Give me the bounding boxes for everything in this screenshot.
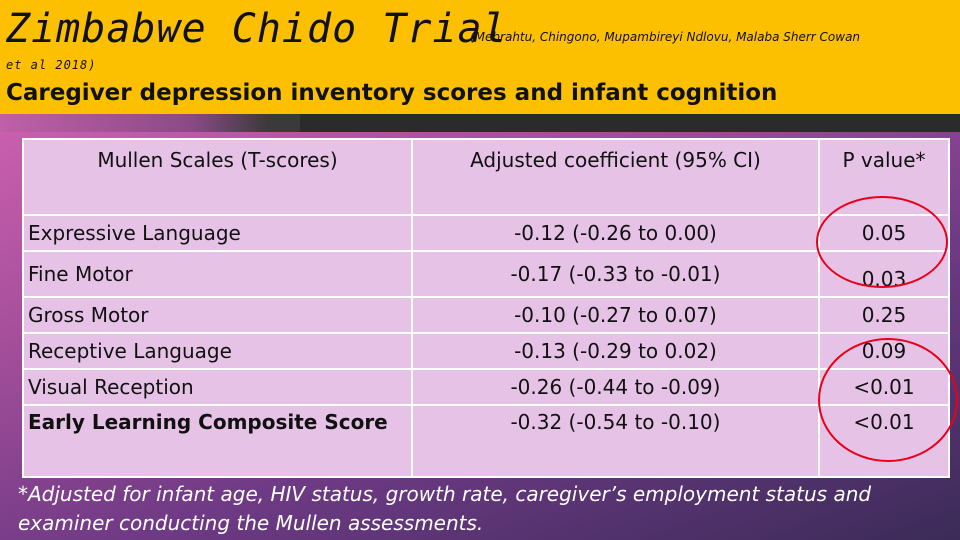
row-coefficient: -0.13 (-0.29 to 0.02) bbox=[410, 332, 820, 370]
table-row: Early Learning Composite Score -0.32 (-0… bbox=[22, 404, 951, 478]
header-mullen-scales: Mullen Scales (T-scores) bbox=[22, 138, 413, 216]
slide-title: Zimbabwe Chido Trial bbox=[6, 6, 508, 52]
row-coefficient: -0.10 (-0.27 to 0.07) bbox=[410, 296, 820, 334]
table-header-row: Mullen Scales (T-scores) Adjusted coeffi… bbox=[22, 138, 951, 216]
results-table: Mullen Scales (T-scores) Adjusted coeffi… bbox=[22, 138, 951, 478]
row-label: Visual Reception bbox=[22, 368, 413, 406]
authors-citation: (Mebrahtu, Chingono, Mupambireyi Ndlovu,… bbox=[470, 30, 861, 44]
table-row: Expressive Language -0.12 (-0.26 to 0.00… bbox=[22, 214, 951, 252]
row-label: Gross Motor bbox=[22, 296, 413, 334]
divider-notch bbox=[300, 114, 960, 132]
highlight-circle-lower bbox=[818, 338, 958, 462]
row-p-value: 0.25 bbox=[817, 296, 951, 334]
row-coefficient: -0.12 (-0.26 to 0.00) bbox=[410, 214, 820, 252]
row-label: Early Learning Composite Score bbox=[22, 404, 413, 478]
divider-strip bbox=[0, 114, 960, 132]
header-adjusted-coefficient: Adjusted coefficient (95% CI) bbox=[410, 138, 820, 216]
slide-subtitle: Caregiver depression inventory scores an… bbox=[6, 80, 778, 106]
table-row: Fine Motor -0.17 (-0.33 to -0.01) 0.03 bbox=[22, 250, 951, 298]
row-coefficient: -0.26 (-0.44 to -0.09) bbox=[410, 368, 820, 406]
title-banner: Zimbabwe Chido Trial (Mebrahtu, Chingono… bbox=[0, 0, 960, 114]
table-row: Receptive Language -0.13 (-0.29 to 0.02)… bbox=[22, 332, 951, 370]
table-row: Visual Reception -0.26 (-0.44 to -0.09) … bbox=[22, 368, 951, 406]
highlight-circle-upper bbox=[816, 196, 948, 288]
row-label: Receptive Language bbox=[22, 332, 413, 370]
row-label: Fine Motor bbox=[22, 250, 413, 298]
row-coefficient: -0.32 (-0.54 to -0.10) bbox=[410, 404, 820, 478]
row-coefficient: -0.17 (-0.33 to -0.01) bbox=[410, 250, 820, 298]
table-row: Gross Motor -0.10 (-0.27 to 0.07) 0.25 bbox=[22, 296, 951, 334]
row-label: Expressive Language bbox=[22, 214, 413, 252]
footnote: *Adjusted for infant age, HIV status, gr… bbox=[18, 482, 872, 535]
authors-citation-cont: et al 2018) bbox=[6, 58, 97, 72]
